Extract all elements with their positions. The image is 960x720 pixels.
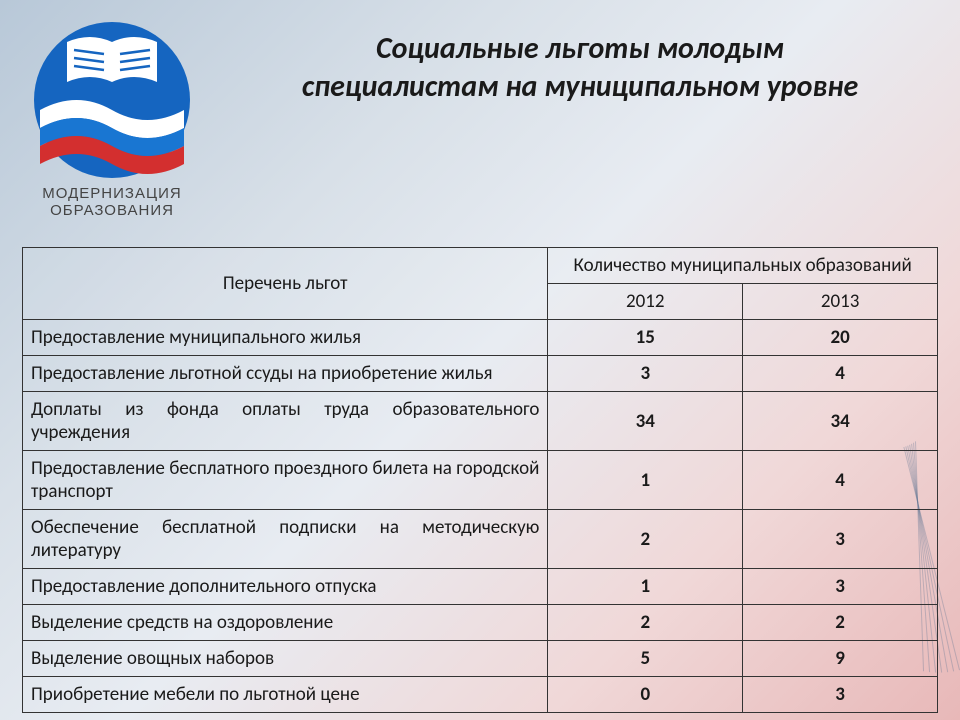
value-2012: 0 [548,677,743,713]
value-2012: 1 [548,569,743,605]
table-row: Обеспечение бесплатной подписки на метод… [23,510,938,569]
benefit-label: Выделение средств на оздоровление [23,605,548,641]
value-2013: 9 [743,641,938,677]
value-2013: 34 [743,392,938,451]
value-2013: 3 [743,510,938,569]
benefit-label: Предоставление бесплатного проездного би… [23,451,548,510]
value-2013: 4 [743,451,938,510]
table-row: Выделение средств на оздоровление22 [23,605,938,641]
value-2013: 3 [743,569,938,605]
benefit-label: Выделение овощных наборов [23,641,548,677]
benefit-label: Предоставление муниципального жилья [23,320,548,356]
benefit-label: Предоставление дополнительного отпуска [23,569,548,605]
table-row: Предоставление дополнительного отпуска13 [23,569,938,605]
col-header-year1: 2012 [548,284,743,320]
value-2012: 34 [548,392,743,451]
col-header-benefits: Перечень льгот [23,248,548,320]
value-2012: 2 [548,605,743,641]
table-row: Предоставление льготной ссуды на приобре… [23,356,938,392]
value-2012: 1 [548,451,743,510]
benefit-label: Предоставление льготной ссуды на приобре… [23,356,548,392]
table-row: Приобретение мебели по льготной цене03 [23,677,938,713]
logo: МОДЕРНИЗАЦИЯ ОБРАЗОВАНИЯ [22,20,202,225]
benefit-label: Доплаты из фонда оплаты труда образовате… [23,392,548,451]
table-row: Предоставление муниципального жилья1520 [23,320,938,356]
col-header-year2: 2013 [743,284,938,320]
benefit-label: Приобретение мебели по льготной цене [23,677,548,713]
header: МОДЕРНИЗАЦИЯ ОБРАЗОВАНИЯ Социальные льго… [22,20,938,225]
page-title: Социальные льготы молодым специалистам н… [222,20,938,105]
table-row: Предоставление бесплатного проездного би… [23,451,938,510]
benefit-label: Обеспечение бесплатной подписки на метод… [23,510,548,569]
table-row: Доплаты из фонда оплаты труда образовате… [23,392,938,451]
table-row: Выделение овощных наборов59 [23,641,938,677]
logo-text-1: МОДЕРНИЗАЦИЯ [42,185,181,202]
value-2013: 4 [743,356,938,392]
value-2013: 20 [743,320,938,356]
title-line1: Социальные льготы молодым [376,30,784,67]
value-2012: 15 [548,320,743,356]
value-2012: 3 [548,356,743,392]
title-line2: специалистам на муниципальном уровне [302,68,858,105]
education-modernization-logo-icon: МОДЕРНИЗАЦИЯ ОБРАЗОВАНИЯ [22,20,202,220]
col-header-count: Количество муниципальных образований [548,248,938,284]
value-2013: 3 [743,677,938,713]
value-2012: 5 [548,641,743,677]
benefits-table: Перечень льгот Количество муниципальных … [22,247,938,713]
value-2012: 2 [548,510,743,569]
logo-text-2: ОБРАЗОВАНИЯ [50,202,174,219]
slide: МОДЕРНИЗАЦИЯ ОБРАЗОВАНИЯ Социальные льго… [0,0,960,720]
value-2013: 2 [743,605,938,641]
